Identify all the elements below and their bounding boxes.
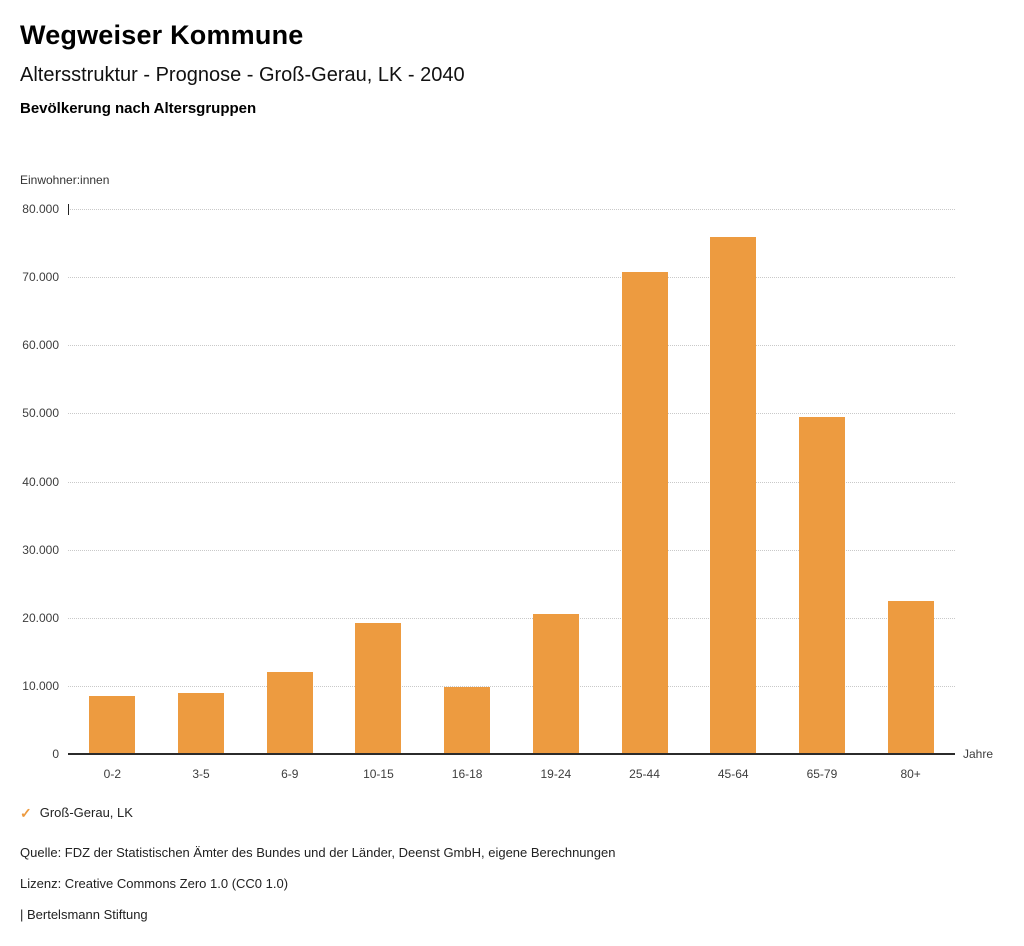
license-note: Lizenz: Creative Commons Zero 1.0 (CC0 1… xyxy=(20,876,289,891)
x-tick-label: 80+ xyxy=(900,767,921,781)
y-tick-label: 70.000 xyxy=(22,270,59,285)
legend-item[interactable]: ✓ Groß-Gerau, LK xyxy=(20,805,133,820)
check-icon: ✓ xyxy=(20,804,32,821)
plot-area: 0 10.000 20.000 30.000 40.000 50.000 60.000 70.… xyxy=(22,202,993,781)
y-tick-label: 50.000 xyxy=(22,406,59,421)
gridline xyxy=(68,345,955,347)
gridline xyxy=(68,481,955,483)
x-tick-label: 3-5 xyxy=(192,767,210,781)
source-note: Quelle: FDZ der Statistischen Ämter des … xyxy=(20,845,616,860)
bar-45-64[interactable] xyxy=(710,236,757,754)
x-tick-label: 65-79 xyxy=(806,767,838,781)
gridline xyxy=(68,617,955,619)
x-tick-label: 45-64 xyxy=(717,767,749,781)
y-axis-title: Einwohner:innen xyxy=(20,173,110,187)
chart-title: Altersstruktur - Prognose - Groß-Gerau, … xyxy=(20,64,465,86)
x-axis-line xyxy=(68,753,955,755)
y-tick-label: 10.000 xyxy=(22,678,59,693)
y-tick-label: 60.000 xyxy=(22,338,59,353)
bar-6-9[interactable] xyxy=(266,671,313,754)
attribution-note: | Bertelsmann Stiftung xyxy=(20,907,148,922)
x-axis-title: Jahre xyxy=(963,747,994,761)
bar-10-15[interactable] xyxy=(355,623,402,754)
y-axis-tick xyxy=(68,204,69,215)
brand-title: Wegweiser Kommune xyxy=(20,20,304,50)
bar-25-44[interactable] xyxy=(621,271,668,754)
x-tick-label: 25-44 xyxy=(629,767,660,781)
bar-65-79[interactable] xyxy=(798,417,845,754)
y-tick-label: 80.000 xyxy=(22,202,59,216)
x-tick-label: 6-9 xyxy=(281,767,299,781)
y-tick-label: 30.000 xyxy=(22,542,59,557)
gridline xyxy=(68,685,955,687)
bar-0-2[interactable] xyxy=(89,696,136,754)
bar-80+[interactable] xyxy=(887,601,934,754)
gridline xyxy=(68,277,955,279)
y-tick-label: 0 xyxy=(52,747,59,761)
bar-3-5[interactable] xyxy=(178,693,225,754)
gridline xyxy=(68,209,955,210)
legend-label: Groß-Gerau, LK xyxy=(39,805,133,820)
x-tick-label: 0-2 xyxy=(103,767,122,781)
bar-16-18[interactable] xyxy=(444,686,491,754)
y-tick-label: 40.000 xyxy=(22,474,59,489)
x-tick-label: 19-24 xyxy=(540,767,572,781)
y-tick-label: 20.000 xyxy=(22,610,59,625)
chart-subtitle: Bevölkerung nach Altersgruppen xyxy=(20,100,257,117)
gridline xyxy=(68,413,955,415)
x-tick-label: 10-15 xyxy=(363,767,394,781)
gridline xyxy=(68,549,955,551)
header: Wegweiser Kommune Altersstruktur - Progn… xyxy=(20,20,980,117)
x-tick-label: 16-18 xyxy=(451,767,483,781)
bar-19-24[interactable] xyxy=(532,614,579,754)
